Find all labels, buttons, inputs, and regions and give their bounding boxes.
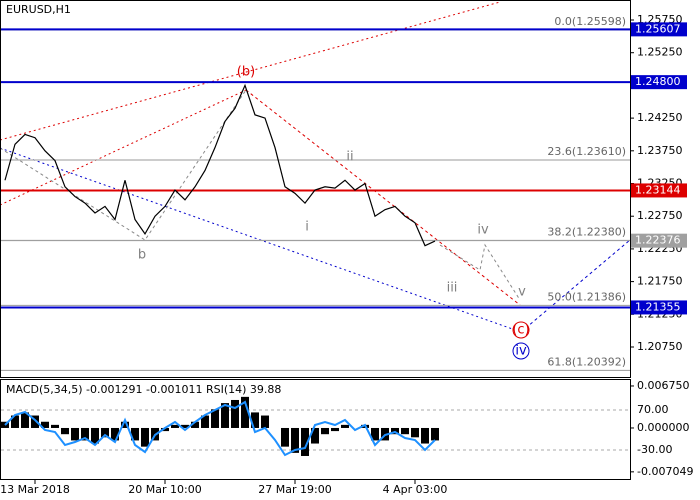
fib-label: 61.8(1.20392)	[547, 355, 626, 368]
macd-bar	[61, 427, 69, 435]
macd-bar	[251, 412, 259, 428]
macd-bar	[401, 427, 409, 435]
level-label: 1.25607	[635, 22, 681, 35]
macd-bar	[371, 427, 379, 441]
wave-label: v	[518, 285, 526, 300]
macd-bar	[111, 427, 119, 441]
y-tick-label: 1.25250	[637, 46, 683, 59]
wave-label: ii	[346, 150, 353, 165]
x-tick-label: 13 Mar 2018	[0, 483, 70, 496]
macd-bar	[291, 427, 299, 453]
price-line	[4, 83, 436, 247]
macd-bar	[191, 421, 199, 428]
level-box	[631, 300, 687, 315]
macd-bar	[101, 427, 109, 438]
fib-label: 38.2(1.22380)	[547, 225, 626, 238]
chart-title: EURUSD,H1	[6, 3, 71, 16]
main-frame	[0, 0, 631, 378]
macd-bar	[321, 427, 329, 435]
macd-bar	[31, 415, 39, 428]
channel-line	[0, 1, 501, 141]
wave-line	[245, 89, 521, 306]
level-label: 1.21355	[635, 300, 681, 313]
wave-label: i	[305, 220, 309, 235]
y-tick-label: 0.000000	[637, 421, 690, 434]
indicator-title: MACD(5,34,5) -0.001291 -0.001011 RSI(14)…	[6, 383, 281, 396]
macd-bar	[281, 427, 289, 447]
macd-bar	[131, 427, 139, 441]
indicator-frame	[0, 379, 631, 480]
wave-label: iii	[447, 281, 458, 296]
y-tick-label: 1.22750	[637, 209, 683, 222]
x-tick-label: 4 Apr 03:00	[383, 483, 448, 496]
y2-tick-label: -30.00	[637, 443, 672, 456]
y-tick-label: 1.24250	[637, 111, 683, 124]
y-tick-label: -0.007049	[637, 465, 693, 478]
channel-line	[0, 89, 247, 206]
macd-bar	[171, 424, 179, 428]
macd-bar	[161, 427, 169, 432]
macd-bar	[211, 409, 219, 428]
y-tick-label: 0.006750	[637, 379, 690, 392]
y-tick-label: 1.20750	[637, 340, 683, 353]
y-tick-label: 1.21750	[637, 275, 683, 288]
macd-bar	[141, 427, 149, 447]
y2-tick-label: 70.00	[637, 403, 669, 416]
macd-bar	[91, 427, 99, 444]
macd-bar	[261, 415, 269, 428]
macd-bar	[241, 396, 249, 428]
macd-bar	[121, 421, 129, 428]
level-box	[631, 75, 687, 90]
fib-label: 0.0(1.25598)	[554, 15, 626, 28]
level-label: 1.23144	[635, 183, 681, 196]
x-tick-label: 27 Mar 19:00	[258, 483, 331, 496]
macd-bar	[421, 427, 429, 444]
x-tick-label: 20 Mar 10:00	[128, 483, 201, 496]
macd-bar	[51, 424, 59, 428]
level-box	[631, 183, 687, 198]
macd-bar	[21, 412, 29, 428]
wave-label: (b)	[237, 65, 255, 80]
macd-bar	[81, 427, 89, 441]
current-price-box	[631, 233, 687, 248]
level-label: 1.24800	[635, 75, 681, 88]
macd-bar	[221, 403, 229, 428]
fib-label: 50.0(1.21386)	[547, 290, 626, 303]
y-tick-label: 1.23750	[637, 144, 683, 157]
macd-bar	[41, 421, 49, 428]
current-price-label: 1.22376	[635, 234, 681, 247]
level-box	[631, 22, 687, 37]
macd-bar	[181, 424, 189, 428]
macd-bar	[411, 427, 419, 438]
wave-label: b	[138, 248, 146, 263]
wave-circle	[512, 321, 530, 339]
rsi-line	[4, 400, 436, 457]
macd-bar	[431, 427, 439, 441]
macd-bar	[231, 399, 239, 428]
macd-bar	[71, 427, 79, 441]
macd-bar	[331, 427, 339, 432]
macd-bar	[301, 427, 309, 456]
wave-label: iv	[477, 223, 489, 238]
macd-bar	[11, 415, 19, 428]
wave-label: (c)	[512, 323, 529, 338]
macd-bar	[341, 424, 349, 428]
macd-bar	[311, 427, 319, 444]
fib-label: 23.6(1.23610)	[547, 145, 626, 158]
wave-circle	[512, 342, 530, 360]
macd-bar	[201, 415, 209, 428]
wave-label: iv	[515, 344, 527, 359]
